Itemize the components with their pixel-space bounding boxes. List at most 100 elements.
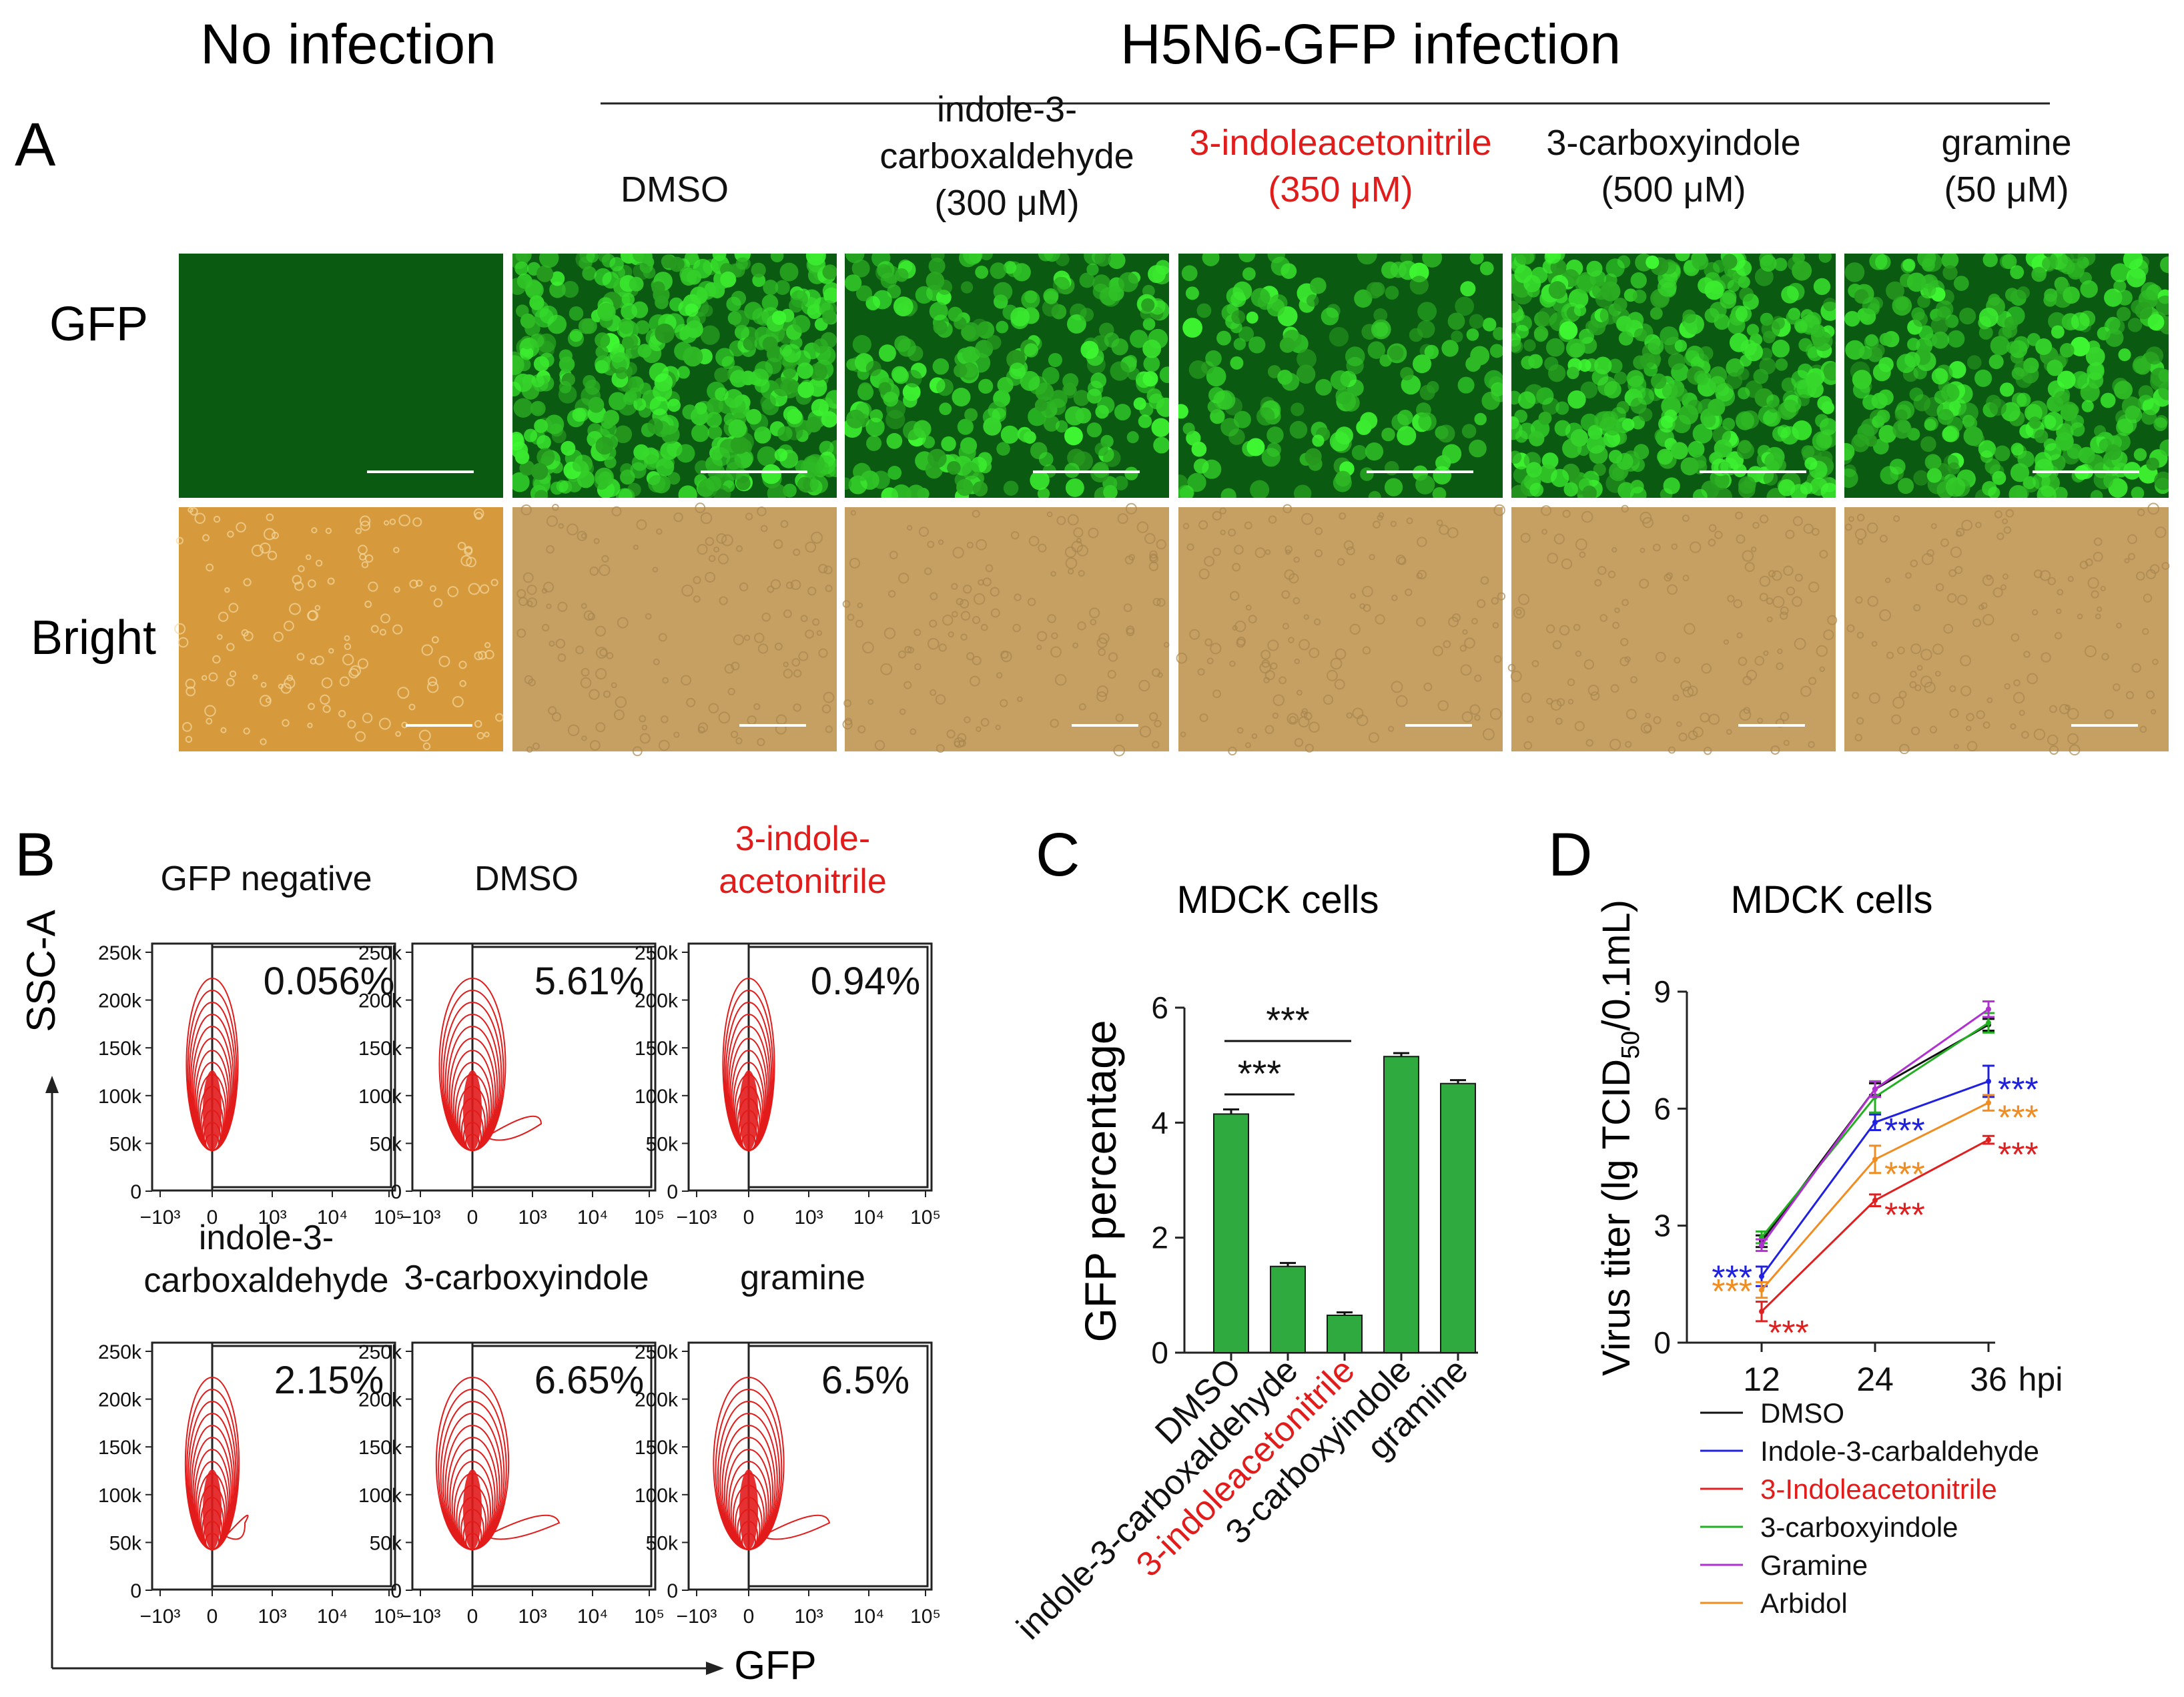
bright-micrograph-3 <box>1176 504 1506 756</box>
bright-cell <box>412 517 422 527</box>
gfp-cell <box>2034 429 2049 444</box>
bright-cell <box>1073 527 1084 538</box>
gfp-cell <box>1312 434 1325 447</box>
condition-label-2: 3-indoleacetonitrile(350 μM) <box>1189 123 1491 210</box>
bright-cell <box>914 629 922 637</box>
bright-cell <box>1272 712 1279 719</box>
gfp-cell <box>1999 382 2015 397</box>
bright-image-background <box>1511 507 1836 751</box>
x-tick-label: 10³ <box>518 1207 547 1229</box>
gfp-cell <box>2155 295 2169 316</box>
bright-cell <box>1733 599 1743 609</box>
bright-cell <box>2143 593 2153 603</box>
gfp-cell <box>782 344 801 363</box>
bright-cell <box>2047 577 2056 586</box>
gfp-cell <box>2146 457 2159 471</box>
bright-cell <box>397 687 410 699</box>
gfp-cell <box>539 352 555 368</box>
bright-cell <box>1614 607 1620 613</box>
bright-cell <box>1674 657 1681 664</box>
gate-percentage: 0.94% <box>811 960 920 1003</box>
gfp-cell <box>1692 423 1713 444</box>
bright-cell <box>1206 657 1214 665</box>
bright-cell <box>1469 704 1481 715</box>
bright-cell <box>557 653 567 662</box>
ssc-arrow-head <box>45 1076 59 1093</box>
bright-cell <box>328 648 334 654</box>
bright-cell <box>705 537 715 547</box>
gfp-cell <box>767 483 787 498</box>
contour-tail <box>485 1115 542 1141</box>
gfp-cell <box>655 295 669 310</box>
gfp-cell <box>615 366 628 380</box>
gfp-cell <box>595 345 609 359</box>
bright-cell <box>452 696 464 707</box>
x-tick-label: 10³ <box>258 1606 286 1628</box>
bright-cell <box>1932 643 1944 655</box>
gfp-cell <box>1148 265 1166 284</box>
gfp-cell <box>1215 390 1236 410</box>
bright-cell <box>1671 543 1678 550</box>
gfp-cell <box>2099 438 2113 452</box>
bright-cell <box>1474 674 1482 682</box>
bright-cell <box>2049 745 2059 755</box>
gfp-micrograph-1 <box>512 254 837 498</box>
gfp-cell <box>1713 487 1733 498</box>
bright-cell <box>1113 744 1126 757</box>
gfp-cell <box>813 338 829 354</box>
gfp-micrograph-0 <box>179 254 503 498</box>
gfp-cell <box>1940 383 1960 402</box>
bright-cell <box>1846 624 1855 633</box>
gfp-cell <box>676 444 695 463</box>
gfp-cell <box>683 346 703 367</box>
x-tick-label: 10⁴ <box>317 1207 348 1229</box>
gfp-cell <box>1575 274 1594 294</box>
gfp-cell <box>686 270 702 285</box>
gfp-cell <box>2160 256 2169 274</box>
gfp-cell <box>936 378 954 396</box>
gfp-cell <box>1627 312 1644 329</box>
gfp-cell <box>845 274 862 292</box>
gfp-cell <box>1607 358 1623 374</box>
gfp-cell <box>1469 439 1487 458</box>
bright-cell <box>1844 523 1852 531</box>
bright-image-background <box>1178 507 1503 751</box>
bright-cell <box>1198 520 1208 530</box>
gfp-cell <box>512 381 521 397</box>
gfp-cell <box>1692 454 1707 469</box>
gfp-cell <box>2048 312 2067 330</box>
bright-cell <box>2023 651 2031 658</box>
bright-cell <box>1667 584 1678 595</box>
bright-cell <box>880 663 893 675</box>
bright-cell <box>2013 679 2021 687</box>
gfp-cell <box>1092 462 1109 478</box>
bright-cell <box>581 533 587 539</box>
gfp-cell <box>1668 352 1686 370</box>
gfp-cell <box>891 366 908 382</box>
bright-cell <box>1567 699 1574 705</box>
gfp-cell <box>993 282 1013 302</box>
gfp-cell <box>962 346 980 363</box>
bright-cell <box>1459 645 1467 652</box>
gfp-cell <box>1330 370 1351 390</box>
gfp-cell <box>1663 477 1680 494</box>
bright-cell <box>652 567 659 573</box>
bright-cell <box>843 699 852 707</box>
gfp-cell <box>1674 339 1688 352</box>
bright-cell <box>314 605 321 611</box>
bright-cell <box>1621 599 1629 607</box>
bright-cell <box>1157 672 1163 678</box>
gfp-cell <box>536 434 551 450</box>
gfp-cell <box>1953 276 1969 291</box>
gfp-cell <box>2135 302 2153 320</box>
gfp-cell <box>1238 326 1254 342</box>
bright-cell <box>408 703 416 711</box>
bright-cell <box>1334 679 1345 690</box>
y-tick-label: 200k <box>635 990 679 1012</box>
bright-cell <box>2155 527 2167 539</box>
gfp-cell <box>2051 325 2065 339</box>
gfp-cell <box>616 488 633 498</box>
bright-cell <box>208 672 218 682</box>
gfp-cell <box>1593 356 1612 375</box>
bright-cell <box>2096 606 2103 613</box>
